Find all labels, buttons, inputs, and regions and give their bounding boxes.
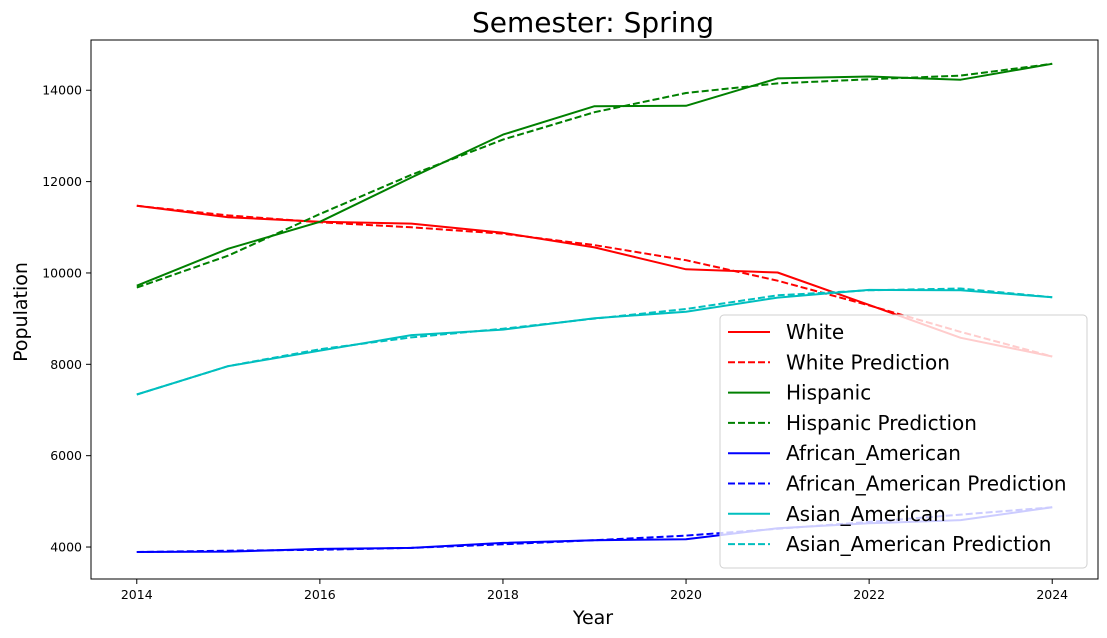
legend-label-african-american-prediction: African_American Prediction — [786, 472, 1067, 496]
legend-box — [719, 314, 1088, 569]
chart-title: Semester: Spring — [472, 6, 714, 39]
x-tick-label: 2016 — [304, 587, 336, 602]
y-tick-label: 8000 — [50, 357, 82, 372]
legend-label-hispanic-prediction: Hispanic Prediction — [786, 411, 977, 435]
plot-area-frame — [90, 39, 1099, 580]
legend-label-white-prediction: White Prediction — [786, 350, 950, 374]
y-tick-label: 6000 — [50, 448, 82, 463]
x-tick-label: 2022 — [853, 587, 885, 602]
legend-label-asian-american-prediction: Asian_American Prediction — [786, 532, 1051, 556]
y-tick-label: 10000 — [42, 265, 82, 280]
series-line-white-prediction — [136, 204, 1053, 358]
y-axis-label: Population — [10, 262, 32, 362]
y-axis: 4000 6000 8000 10000 12000 14000 — [42, 83, 91, 555]
y-tick-label: 4000 — [50, 540, 82, 555]
legend-label-african-american: African_American — [786, 441, 961, 465]
x-tick-label: 2024 — [1036, 587, 1068, 602]
legend: White White Prediction Hispanic Hispanic Pr… — [719, 314, 1088, 569]
legend-label-asian-american: Asian_American — [786, 502, 946, 526]
series-line-hispanic-prediction — [136, 62, 1053, 289]
legend-label-white: White — [786, 320, 844, 344]
x-tick-label: 2020 — [670, 587, 702, 602]
y-tick-label: 14000 — [42, 83, 82, 98]
series-line-hispanic — [136, 62, 1053, 287]
legend-label-hispanic: Hispanic — [786, 381, 871, 405]
x-axis-label: Year — [572, 607, 613, 629]
series-line-asian-american-prediction — [136, 287, 1053, 396]
x-tick-label: 2018 — [487, 587, 519, 602]
x-axis: 2014 2016 2018 2020 2022 2024 — [121, 579, 1068, 602]
y-tick-label: 12000 — [42, 174, 82, 189]
series-layer — [136, 62, 1053, 553]
x-tick-label: 2014 — [121, 587, 153, 602]
